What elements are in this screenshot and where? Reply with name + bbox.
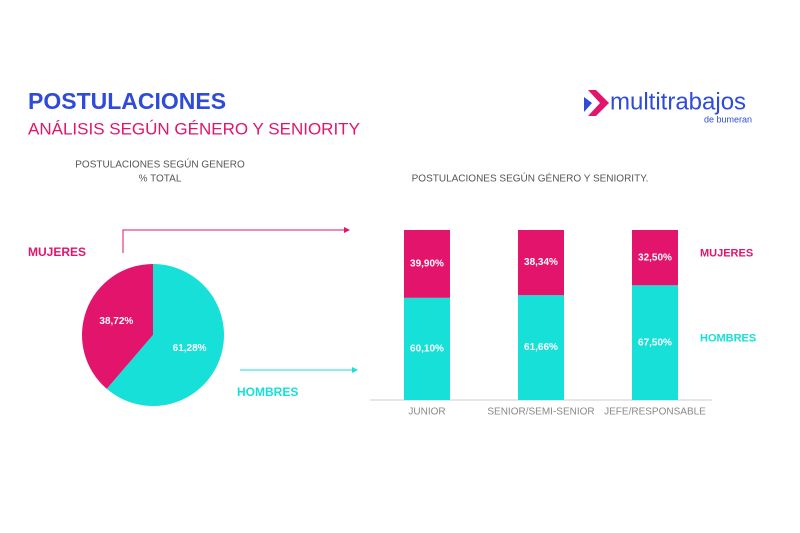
logo-mark (588, 90, 609, 116)
bar-label: 61,66% (524, 342, 558, 353)
x-tick-label: SENIOR/SEMI-SENIOR (487, 407, 594, 418)
slice-label: 38,72% (99, 316, 133, 327)
bar-label: 67,50% (638, 337, 672, 348)
slice-label: 61,28% (173, 343, 207, 354)
chart-subtitle: % TOTAL (139, 174, 182, 185)
pie-slice (81, 264, 153, 389)
arrow (122, 229, 348, 253)
bar-segment (632, 285, 678, 400)
legend-label: MUJERES (28, 245, 86, 259)
chart-title: POSTULACIONES SEGÚN GENERO (75, 158, 245, 171)
bar-segment (404, 230, 450, 298)
page-subtitle: ANÁLISIS SEGÚN GÉNERO Y SENIORITY (28, 119, 360, 138)
x-tick-label: JUNIOR (408, 407, 445, 418)
bar-label: 38,34% (524, 257, 558, 268)
pie-slice (106, 264, 224, 406)
bar-label: 60,10% (410, 344, 444, 355)
legend-label: HOMBRES (700, 333, 756, 345)
logo-tagline: de bumeran (704, 114, 752, 124)
arrow-head (344, 227, 350, 233)
bar-segment (632, 230, 678, 286)
bar-segment (518, 295, 564, 400)
bar-segment (404, 297, 450, 400)
legend-label: MUJERES (700, 248, 753, 260)
logo-mark-accent (584, 97, 592, 112)
bar-label: 32,50% (638, 252, 672, 263)
x-tick-label: JEFE/RESPONSABLE (604, 407, 706, 418)
page-title: POSTULACIONES (28, 88, 226, 114)
bar-label: 39,90% (410, 259, 444, 270)
arrow-head (352, 367, 358, 373)
legend-label: HOMBRES (237, 385, 298, 399)
bar-segment (518, 230, 564, 296)
chart-title: POSTULACIONES SEGÚN GÉNERO Y SENIORITY. (412, 172, 649, 185)
logo-text: multitrabajos (610, 88, 746, 115)
